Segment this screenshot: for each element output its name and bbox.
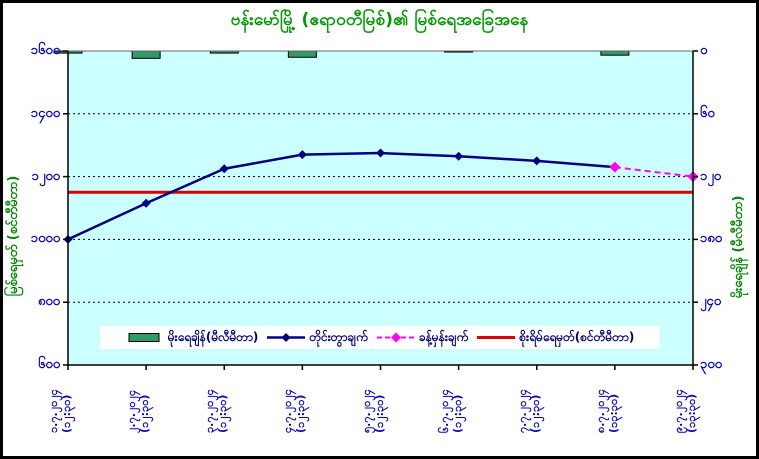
water-level-marker [219, 164, 229, 174]
right-tick-label: ၁၂၀ [700, 168, 722, 184]
rainfall-bar [131, 50, 161, 59]
forecast-marker [609, 161, 621, 173]
right-tick-label: ၁၈၀ [700, 231, 723, 247]
x-tick-label: ၁.၇.၂၀၂၄ (၁၂:၃၀) [47, 389, 73, 433]
legend-label: တိုင်းတွာချက် [309, 329, 368, 344]
right-axis-title: မိုးရေချိန် (မီလီမီတာ) [731, 195, 746, 299]
x-tick-label: ၆.၇.၂၀၂၄ (၁၂:၃၀) [437, 389, 464, 433]
left-tick-label: ၁၀၀၀ [30, 231, 60, 247]
x-tick-label: ၅.၇.၂၀၂၄ (၁၂:၃၀) [359, 389, 386, 433]
left-tick-label: ၈၀၀ [37, 294, 60, 310]
x-tick-label: ၇.၇.၂၀၂၄ (၁၂:၃၀) [515, 389, 542, 433]
plot-background [68, 51, 693, 365]
rainfall-bar [600, 50, 630, 56]
right-tick-label: ၂၄၀ [700, 294, 722, 310]
legend-label: စိုးရိမ်ရေမှတ်(စင်တီမီတာ) [519, 329, 635, 344]
legend-item: စိုးရိမ်ရေမှတ်(စင်တီမီတာ) [477, 329, 634, 347]
x-tick-label: ၃.၇.၂၀၂၄ (၁၂:၃၀) [203, 389, 230, 433]
right-tick-label: ၃၀၀ [700, 357, 722, 372]
x-tick-label: ၄.၇.၂၀၂၄ (၁၂:၃၀) [281, 389, 308, 433]
legend-label: ခန့်မှန်းချက် [418, 329, 469, 344]
legend-line-swatch [477, 336, 516, 339]
right-tick-label: ၆၀ [700, 105, 715, 121]
left-tick-label: ၁၄၀၀ [30, 105, 60, 121]
legend-line-marker-swatch [267, 333, 306, 342]
legend-bar-swatch [128, 333, 160, 342]
left-tick-label: ၆၀၀ [38, 357, 60, 372]
legend-dash-marker-swatch [376, 332, 415, 343]
legend-item: မိုးရေချိန်(မီလီမီတာ) [126, 329, 259, 347]
water-level-marker [376, 148, 385, 158]
chart-title: ဗန်းမော်မြို့ (ဧရာဝတီမြစ်)၏ မြစ်ရေအခြေအန… [230, 10, 529, 30]
x-tick-label: ၉.၇.၂၀၂၄ (၁၃:၃၀) [672, 389, 698, 433]
water-level-marker [454, 151, 464, 161]
left-tick-label: ၁၆၀၀ [30, 43, 60, 58]
rainfall-bar [287, 50, 317, 58]
x-tick-label: ၈.၇.၂၀၂၄ (၁၃:၃၀) [593, 388, 620, 433]
right-tick-label: ၀ [700, 43, 708, 58]
water-level-line [67, 151, 615, 241]
forecast-line [614, 166, 694, 178]
legend-item: ခန့်မှန်းချက် [376, 329, 469, 347]
chart-legend: မိုးရေချိန်(မီလီမီတာ) တိုင်းတွာချက် ခန့်မှ… [100, 326, 660, 349]
left-tick-label: ၁၂၀၀ [31, 168, 60, 184]
legend-label: မိုးရေချိန်(မီလီမီတာ) [167, 329, 259, 344]
water-level-marker [297, 150, 307, 160]
x-tick-label: ၂.၇.၂၀၂၄ (၁၂:၃၀) [125, 389, 152, 433]
water-level-marker [532, 156, 542, 166]
water-level-marker [141, 198, 151, 208]
legend-item: တိုင်းတွာချက် [267, 329, 368, 347]
